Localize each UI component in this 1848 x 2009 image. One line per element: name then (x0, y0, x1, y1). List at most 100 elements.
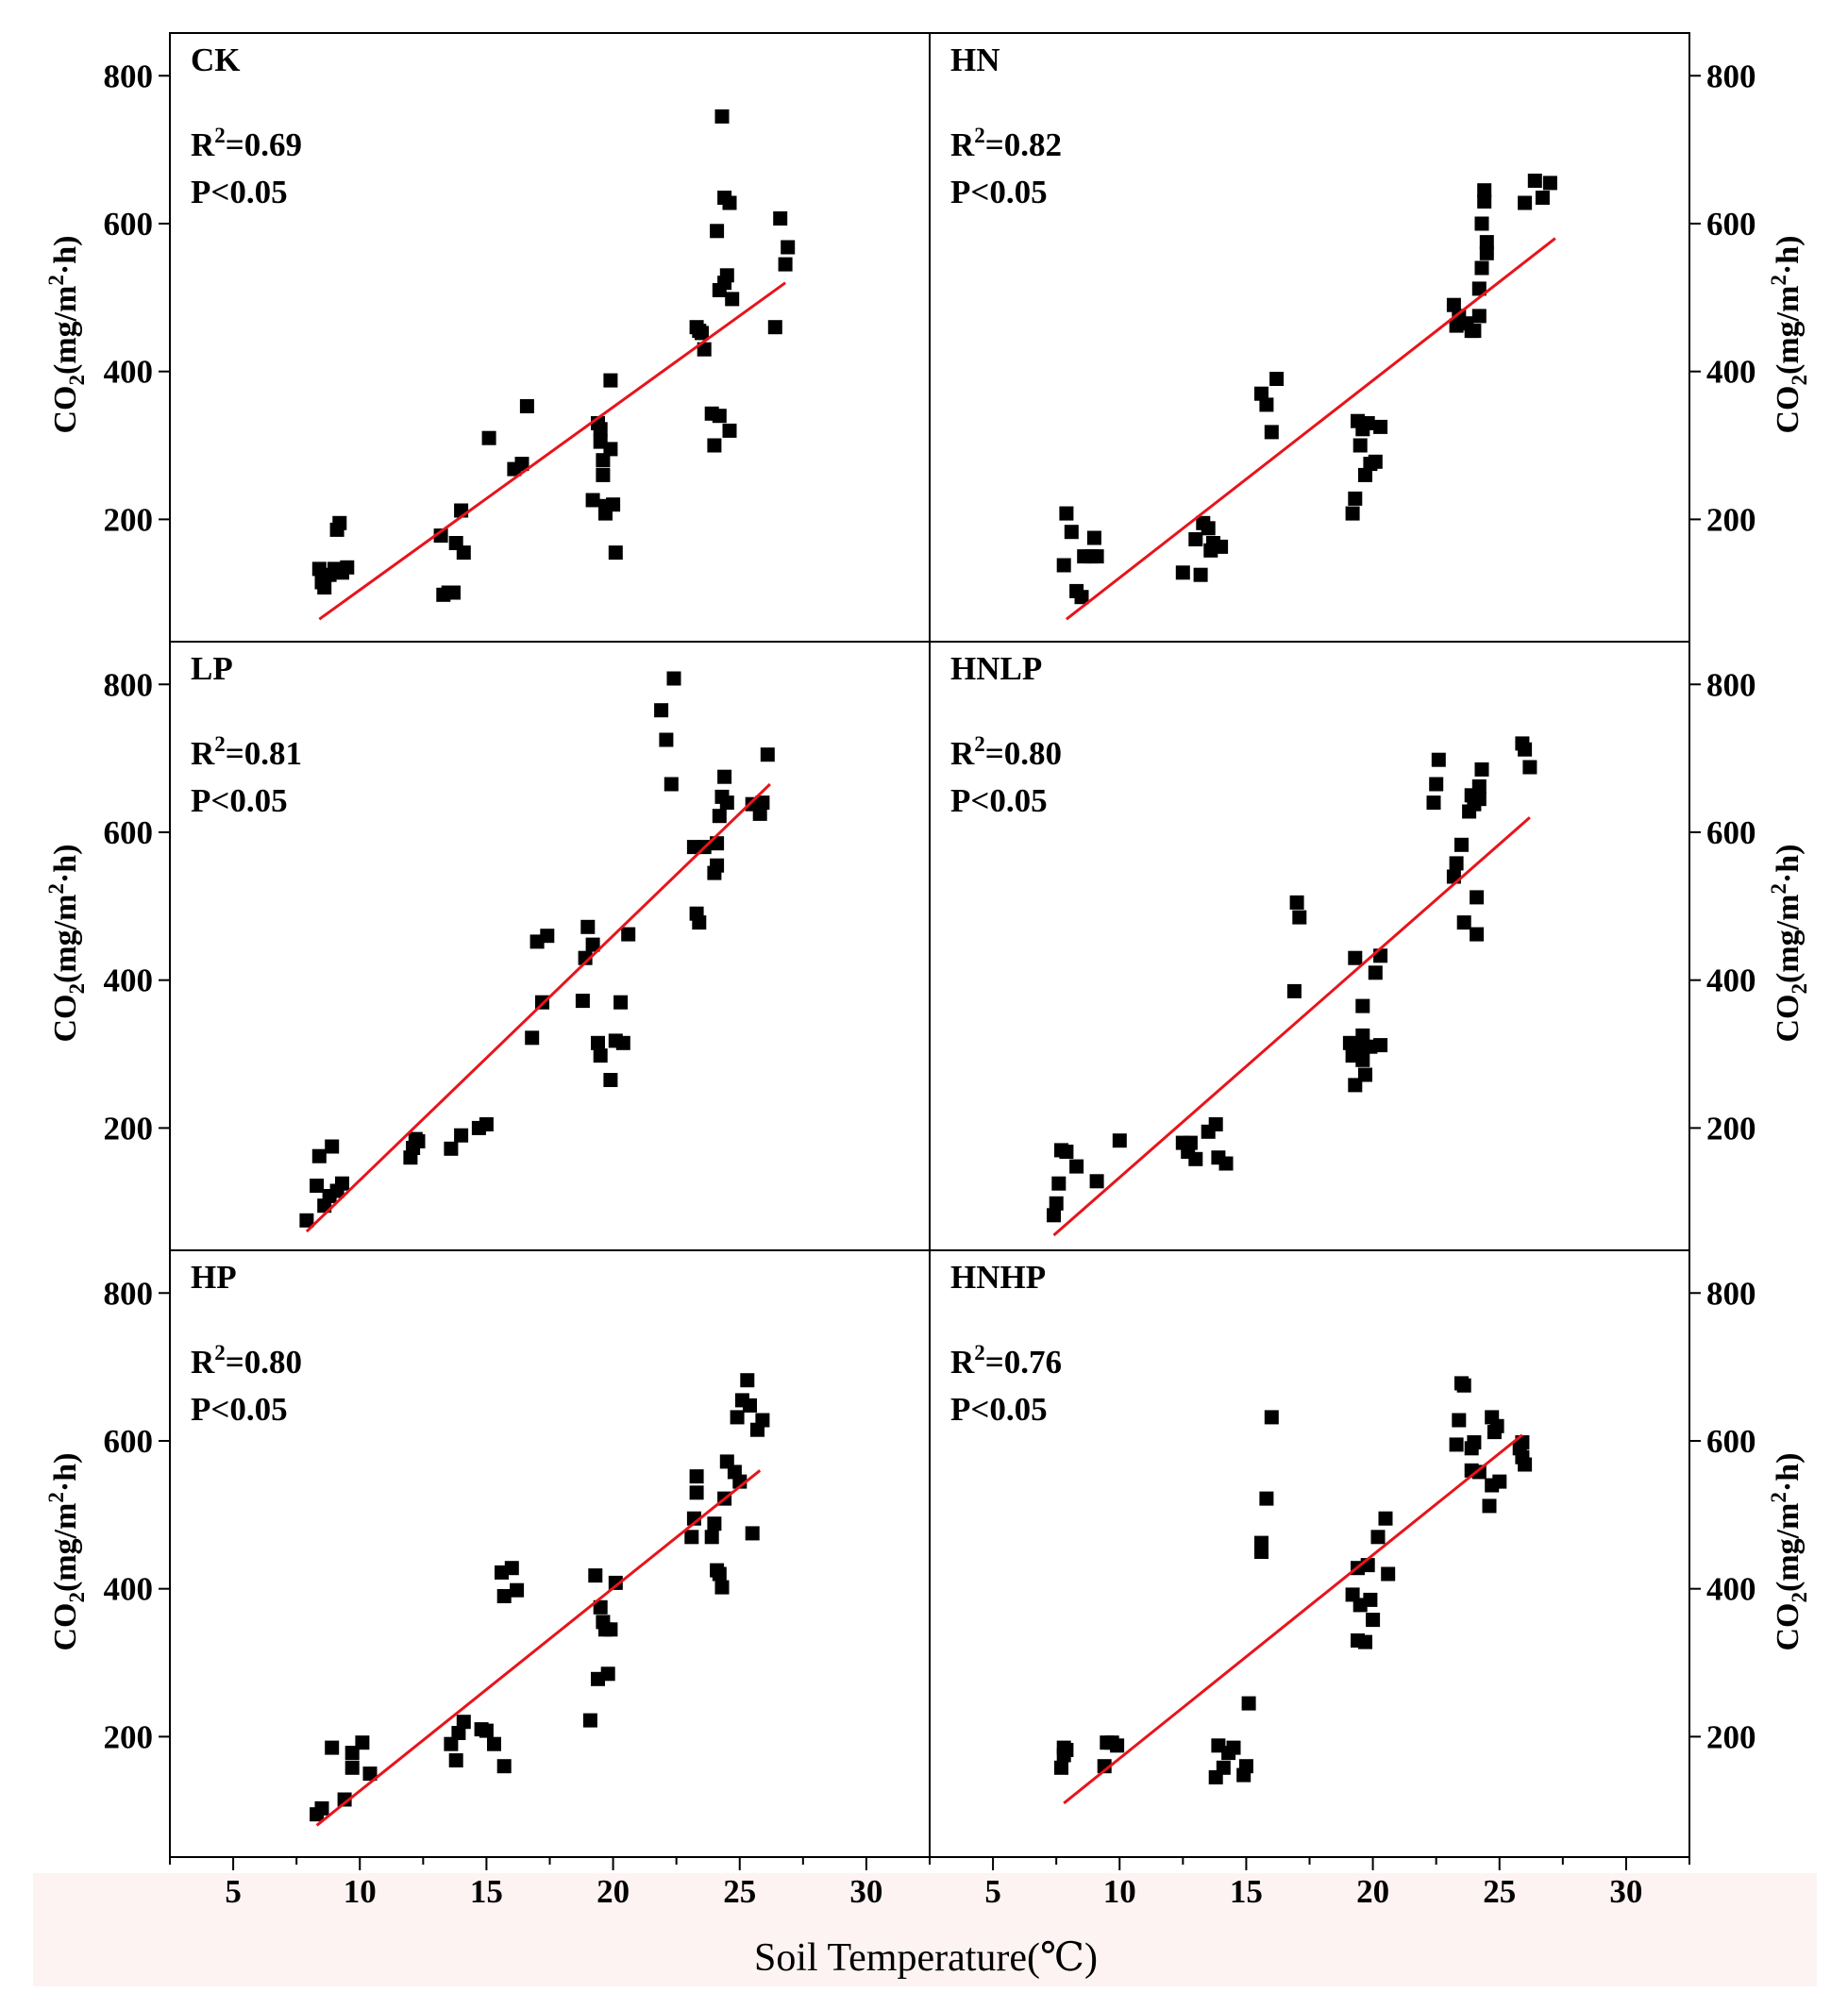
data-point (684, 1530, 699, 1545)
p-value-label: P<0.05 (950, 1391, 1048, 1428)
data-point (1456, 1378, 1471, 1393)
r-symbol: R (191, 735, 215, 772)
data-point (1426, 795, 1441, 811)
y-title-prefix: CO (48, 995, 83, 1043)
data-point (444, 1736, 459, 1751)
y-title-prefix: CO (1771, 1603, 1806, 1651)
data-point (689, 1469, 704, 1484)
y-title-superscript: 2 (44, 883, 68, 895)
data-point (755, 1413, 770, 1428)
data-point (1449, 1437, 1464, 1452)
data-point (481, 430, 496, 445)
y-title-unit: (mg/m (1771, 895, 1806, 983)
data-point (1535, 191, 1550, 205)
fit-line (1063, 1433, 1523, 1805)
data-point (1208, 1117, 1223, 1131)
y-tick-label: 800 (1706, 666, 1756, 703)
data-point (712, 409, 727, 424)
y-tick-label: 800 (1706, 1275, 1756, 1312)
data-point (487, 1736, 501, 1751)
p-value-label: P<0.05 (191, 1391, 288, 1428)
y-title-subscript: 2 (65, 375, 89, 386)
data-point (1264, 425, 1279, 440)
data-point (454, 1128, 469, 1143)
data-point (1059, 506, 1074, 521)
data-point (1049, 1196, 1064, 1211)
data-points (1047, 736, 1537, 1223)
data-point (1188, 1151, 1203, 1166)
y-title-prefix: CO (48, 1603, 83, 1651)
y-title-unit: (mg/m (48, 895, 83, 983)
data-point (1264, 1410, 1279, 1425)
data-point (575, 994, 590, 1009)
data-point (692, 915, 707, 930)
r-superscript: 2 (214, 124, 226, 147)
y-title-suffix: ·h) (1771, 1453, 1806, 1493)
y-title-unit: (mg/m (1771, 1503, 1806, 1592)
panel-hnhp: HNHP R2=0.76 P<0.05 (950, 1259, 1533, 1805)
data-point (479, 1723, 494, 1738)
fit-line (318, 281, 786, 621)
panel-hp: HP R2=0.80 P<0.05 (191, 1259, 770, 1827)
y-tick-label: 400 (104, 354, 154, 391)
panels-layer: CKR2=0.69P<0.05HNR2=0.82P<0.05LPR2=0.81P… (191, 42, 1557, 1827)
y-title-suffix: ·h) (1771, 236, 1806, 276)
y-title-suffix: ·h) (48, 845, 83, 884)
data-point (1363, 1592, 1378, 1607)
data-point (613, 995, 629, 1010)
x-axis-right: 5 10 15 20 25 30 (929, 1857, 1690, 1910)
y-tick-label: 800 (104, 666, 154, 703)
data-point (714, 1580, 730, 1595)
y-title-subscript: 2 (1788, 983, 1811, 995)
data-point (608, 545, 623, 561)
y-tick-label: 600 (1706, 1423, 1756, 1460)
data-point (600, 1666, 615, 1682)
fit-line (305, 782, 771, 1233)
y-title-prefix: CO (1771, 995, 1806, 1043)
data-point (1518, 742, 1533, 757)
panel-label: HN (950, 42, 1000, 78)
panel-hn: HN R2=0.82 P<0.05 (950, 42, 1557, 621)
data-point (773, 211, 788, 226)
data-point (1467, 324, 1482, 339)
data-point (1474, 762, 1489, 777)
data-point (1254, 1535, 1268, 1550)
data-point (1183, 1135, 1198, 1150)
y-title-prefix: CO (1771, 386, 1806, 434)
data-point (1470, 927, 1485, 942)
data-point (712, 1566, 727, 1582)
data-point (479, 1117, 494, 1131)
r-symbol: R (950, 1344, 975, 1381)
data-point (722, 195, 737, 210)
y-tick-label: 800 (104, 1275, 154, 1312)
data-point (496, 1759, 512, 1774)
data-point (1527, 174, 1542, 188)
y-tick-label: 400 (1706, 1571, 1756, 1608)
data-point (1360, 416, 1375, 430)
r-squared-value: =0.82 (985, 126, 1062, 163)
data-point (1059, 1145, 1074, 1159)
axes-layer: 200400600800CO2(mg/m2·h)200400600800CO2(… (44, 58, 1811, 1910)
data-point (1355, 998, 1370, 1013)
x-tick-label: 5 (984, 1873, 1001, 1910)
panel-label: LP (191, 650, 233, 687)
data-point (767, 320, 782, 335)
y-title-unit: (mg/m (48, 1503, 83, 1592)
data-point (448, 1753, 463, 1767)
y-tick-label: 200 (1706, 1718, 1756, 1755)
data-point (335, 1176, 349, 1191)
data-point (689, 1485, 704, 1500)
data-point (745, 1526, 760, 1541)
x-tick-label: 30 (1609, 1873, 1642, 1910)
y-tick-label: 600 (1706, 814, 1756, 851)
data-point (337, 1792, 352, 1807)
fit-line (1052, 816, 1531, 1237)
r-squared-value: =0.69 (226, 126, 302, 163)
data-point (325, 1139, 340, 1154)
data-point (1056, 558, 1071, 573)
data-point (608, 1575, 623, 1590)
data-point (1226, 1740, 1241, 1755)
data-point (719, 268, 734, 283)
